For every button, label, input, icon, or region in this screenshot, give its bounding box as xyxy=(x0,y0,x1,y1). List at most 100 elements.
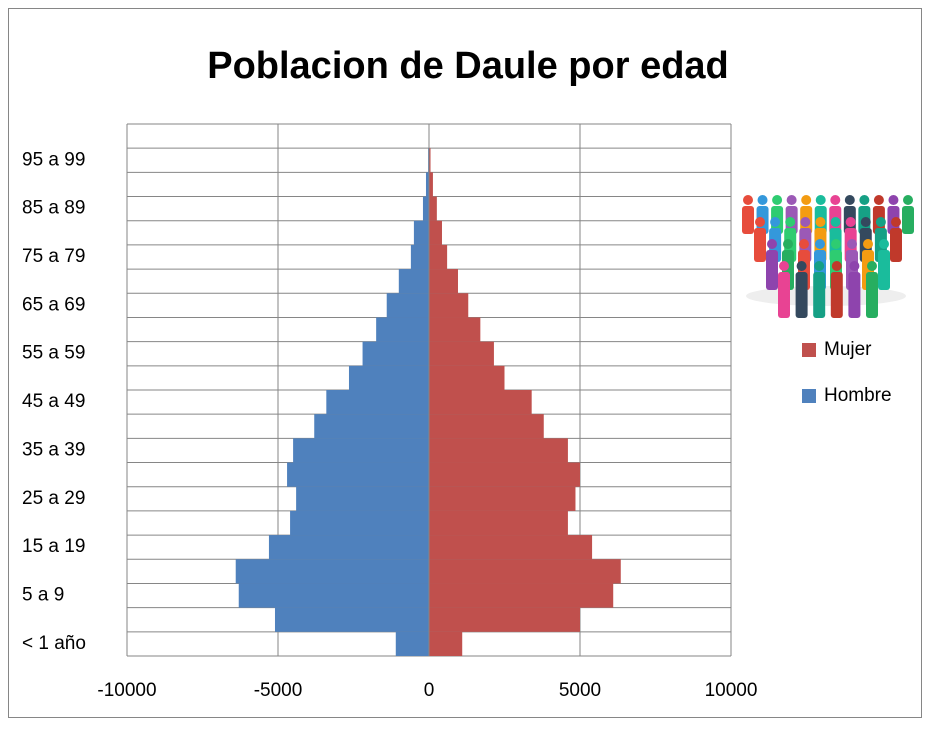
person-body xyxy=(778,272,790,318)
person-body xyxy=(878,250,890,290)
y-tick-label: 35 a 39 xyxy=(22,439,85,460)
y-tick-label: 75 a 79 xyxy=(22,246,85,267)
person-body xyxy=(796,272,808,318)
person-head xyxy=(849,261,859,271)
bar xyxy=(236,559,429,583)
bar xyxy=(429,632,462,656)
y-tick-label: 45 a 49 xyxy=(22,391,85,412)
person-head xyxy=(815,239,825,249)
bar xyxy=(429,487,575,511)
person-head xyxy=(783,239,793,249)
person-body xyxy=(902,206,914,234)
bar xyxy=(429,559,621,583)
person-head xyxy=(767,239,777,249)
person-head xyxy=(787,195,797,205)
bar xyxy=(349,366,429,390)
person-head xyxy=(770,217,780,227)
bar xyxy=(429,317,480,341)
bar xyxy=(429,414,544,438)
x-tick-label: 10000 xyxy=(705,680,758,701)
bar xyxy=(411,245,429,269)
legend-label: Hombre xyxy=(824,385,892,406)
person-body xyxy=(754,228,766,262)
person-body xyxy=(866,272,878,318)
person-head xyxy=(845,195,855,205)
person-head xyxy=(743,195,753,205)
y-tick-label: 55 a 59 xyxy=(22,343,85,364)
bar xyxy=(275,608,429,632)
person-head xyxy=(903,195,913,205)
bar xyxy=(429,269,458,293)
bar xyxy=(429,366,505,390)
person-body xyxy=(831,272,843,318)
x-tick-label: -10000 xyxy=(97,680,156,701)
bar xyxy=(314,414,429,438)
legend-label: Mujer xyxy=(824,339,872,360)
person-head xyxy=(846,217,856,227)
bar xyxy=(287,463,429,487)
bar xyxy=(399,269,429,293)
person-head xyxy=(801,195,811,205)
bar xyxy=(429,342,494,366)
bar xyxy=(429,293,468,317)
person-head xyxy=(859,195,869,205)
bar xyxy=(429,463,580,487)
bar xyxy=(239,583,429,607)
person-head xyxy=(797,261,807,271)
bar xyxy=(387,293,429,317)
person-head xyxy=(815,217,825,227)
x-tick-label: 5000 xyxy=(559,680,601,701)
y-tick-label: < 1 año xyxy=(22,633,86,654)
bar xyxy=(429,172,433,196)
person-head xyxy=(755,217,765,227)
person-head xyxy=(772,195,782,205)
bar xyxy=(429,583,613,607)
chart-title: Poblacion de Daule por edad xyxy=(207,45,729,87)
bar xyxy=(296,487,429,511)
person-body xyxy=(813,272,825,318)
bar xyxy=(429,245,447,269)
person-head xyxy=(800,217,810,227)
bar xyxy=(429,608,580,632)
bar xyxy=(363,342,429,366)
bar xyxy=(290,511,429,535)
person-head xyxy=(861,217,871,227)
legend-swatch xyxy=(802,389,816,403)
y-tick-label: 25 a 29 xyxy=(22,488,85,509)
bar xyxy=(376,317,429,341)
bar xyxy=(429,390,532,414)
person-body xyxy=(848,272,860,318)
person-head xyxy=(888,195,898,205)
bar xyxy=(414,221,429,245)
person-head xyxy=(832,261,842,271)
person-body xyxy=(766,250,778,290)
bar xyxy=(326,390,429,414)
person-head xyxy=(847,239,857,249)
bar xyxy=(269,535,429,559)
person-head xyxy=(814,261,824,271)
person-head xyxy=(779,261,789,271)
person-head xyxy=(879,239,889,249)
bar xyxy=(429,511,568,535)
person-head xyxy=(785,217,795,227)
y-tick-label: 15 a 19 xyxy=(22,536,85,557)
y-tick-label: 65 a 69 xyxy=(22,294,85,315)
chart: Poblacion de Daule por edad -10000-50000… xyxy=(0,0,930,726)
person-head xyxy=(867,261,877,271)
person-head xyxy=(799,239,809,249)
person-head xyxy=(876,217,886,227)
person-head xyxy=(831,217,841,227)
person-head xyxy=(863,239,873,249)
person-head xyxy=(758,195,768,205)
bar xyxy=(429,221,442,245)
y-tick-label: 95 a 99 xyxy=(22,149,85,170)
person-head xyxy=(874,195,884,205)
bar xyxy=(429,438,568,462)
x-tick-label: -5000 xyxy=(254,680,303,701)
y-tick-label: 85 a 89 xyxy=(22,198,85,219)
bar xyxy=(293,438,429,462)
bar xyxy=(429,197,437,221)
bar xyxy=(429,535,592,559)
person-head xyxy=(830,195,840,205)
legend-swatch xyxy=(802,343,816,357)
